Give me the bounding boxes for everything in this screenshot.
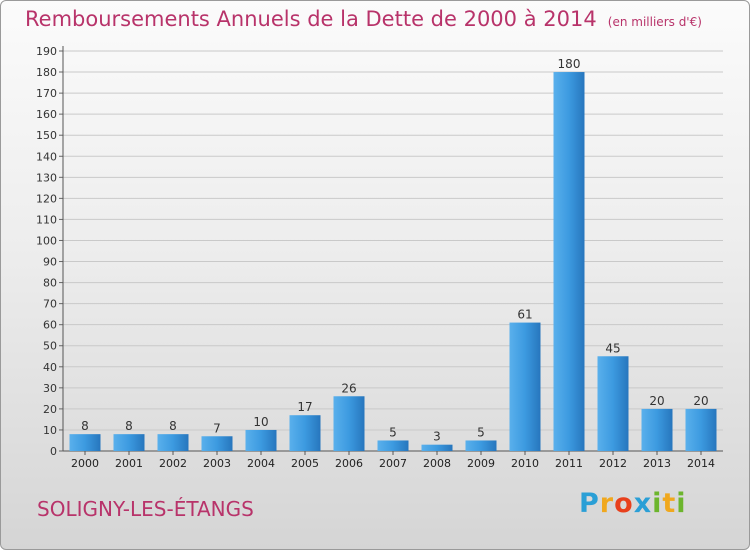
x-tick-label-2010: 2010 bbox=[511, 457, 539, 470]
bar-2009 bbox=[465, 440, 497, 451]
x-tick-label-2003: 2003 bbox=[203, 457, 231, 470]
y-tick-label: 110 bbox=[36, 213, 57, 226]
logo-letter: P bbox=[579, 488, 600, 519]
data-label-2000: 8 bbox=[81, 419, 89, 433]
bar-2006 bbox=[333, 396, 365, 451]
bar-2001 bbox=[113, 434, 145, 451]
x-tick-label-2002: 2002 bbox=[159, 457, 187, 470]
chart-title: Remboursements Annuels de la Dette de 20… bbox=[25, 7, 702, 31]
y-tick-label: 120 bbox=[36, 192, 57, 205]
data-label-2008: 3 bbox=[433, 430, 441, 444]
x-tick-label-2004: 2004 bbox=[247, 457, 275, 470]
y-tick-label: 160 bbox=[36, 108, 57, 121]
bar-2010 bbox=[509, 322, 541, 451]
bar-2003 bbox=[201, 436, 233, 451]
x-tick-label-2007: 2007 bbox=[379, 457, 407, 470]
data-label-2006: 26 bbox=[341, 381, 356, 395]
bar-2008 bbox=[421, 444, 453, 451]
bar-2004 bbox=[245, 429, 277, 451]
data-label-2003: 7 bbox=[213, 421, 221, 435]
data-label-2009: 5 bbox=[477, 425, 485, 439]
commune-name: SOLIGNY-LES-ÉTANGS bbox=[37, 497, 254, 521]
y-tick-label: 130 bbox=[36, 171, 57, 184]
y-tick-label: 190 bbox=[36, 45, 57, 58]
bar-2005 bbox=[289, 415, 321, 451]
y-tick-label: 30 bbox=[43, 382, 57, 395]
bar-2013 bbox=[641, 408, 673, 451]
x-tick-label-2014: 2014 bbox=[687, 457, 715, 470]
data-label-2001: 8 bbox=[125, 419, 133, 433]
logo-letter: o bbox=[614, 488, 634, 519]
x-tick-label-2012: 2012 bbox=[599, 457, 627, 470]
bar-2002 bbox=[157, 434, 189, 451]
bar-2000 bbox=[69, 434, 101, 451]
y-tick-label: 20 bbox=[43, 403, 57, 416]
data-label-2002: 8 bbox=[169, 419, 177, 433]
logo-letter: x bbox=[633, 488, 653, 519]
x-tick-label-2008: 2008 bbox=[423, 457, 451, 470]
y-tick-label: 180 bbox=[36, 66, 57, 79]
data-label-2012: 45 bbox=[605, 341, 620, 355]
logo-letter: t bbox=[662, 488, 677, 519]
y-tick-label: 100 bbox=[36, 234, 57, 247]
x-tick-label-2006: 2006 bbox=[335, 457, 363, 470]
bar-2014 bbox=[685, 408, 717, 451]
logo-letter: i bbox=[676, 488, 687, 519]
y-tick-label: 80 bbox=[43, 277, 57, 290]
data-label-2014: 20 bbox=[693, 394, 708, 408]
bar-2011 bbox=[553, 72, 585, 451]
chart-title-main: Remboursements Annuels de la Dette de 20… bbox=[25, 7, 597, 31]
data-label-2010: 61 bbox=[517, 308, 532, 322]
y-tick-label: 170 bbox=[36, 87, 57, 100]
y-tick-label: 0 bbox=[50, 445, 57, 458]
y-tick-label: 50 bbox=[43, 340, 57, 353]
proxiti-logo: Proxiti bbox=[579, 488, 687, 519]
x-tick-label-2005: 2005 bbox=[291, 457, 319, 470]
data-label-2011: 180 bbox=[558, 57, 581, 71]
data-label-2013: 20 bbox=[649, 394, 664, 408]
y-tick-label: 70 bbox=[43, 298, 57, 311]
y-tick-label: 140 bbox=[36, 150, 57, 163]
data-label-2004: 10 bbox=[253, 415, 268, 429]
data-label-2005: 17 bbox=[297, 400, 312, 414]
x-tick-label-2011: 2011 bbox=[555, 457, 583, 470]
y-tick-label: 40 bbox=[43, 361, 57, 374]
y-tick-label: 10 bbox=[43, 424, 57, 437]
y-tick-label: 150 bbox=[36, 129, 57, 142]
bar-2007 bbox=[377, 440, 409, 451]
x-tick-label-2000: 2000 bbox=[71, 457, 99, 470]
data-label-2007: 5 bbox=[389, 425, 397, 439]
x-tick-label-2013: 2013 bbox=[643, 457, 671, 470]
x-tick-label-2001: 2001 bbox=[115, 457, 143, 470]
x-tick-label-2009: 2009 bbox=[467, 457, 495, 470]
logo-letter: r bbox=[599, 488, 615, 519]
bar-2012 bbox=[597, 356, 629, 451]
chart-title-unit: (en milliers d'€) bbox=[607, 15, 702, 29]
logo-letter: i bbox=[652, 488, 663, 519]
y-tick-label: 60 bbox=[43, 319, 57, 332]
y-tick-label: 90 bbox=[43, 256, 57, 269]
